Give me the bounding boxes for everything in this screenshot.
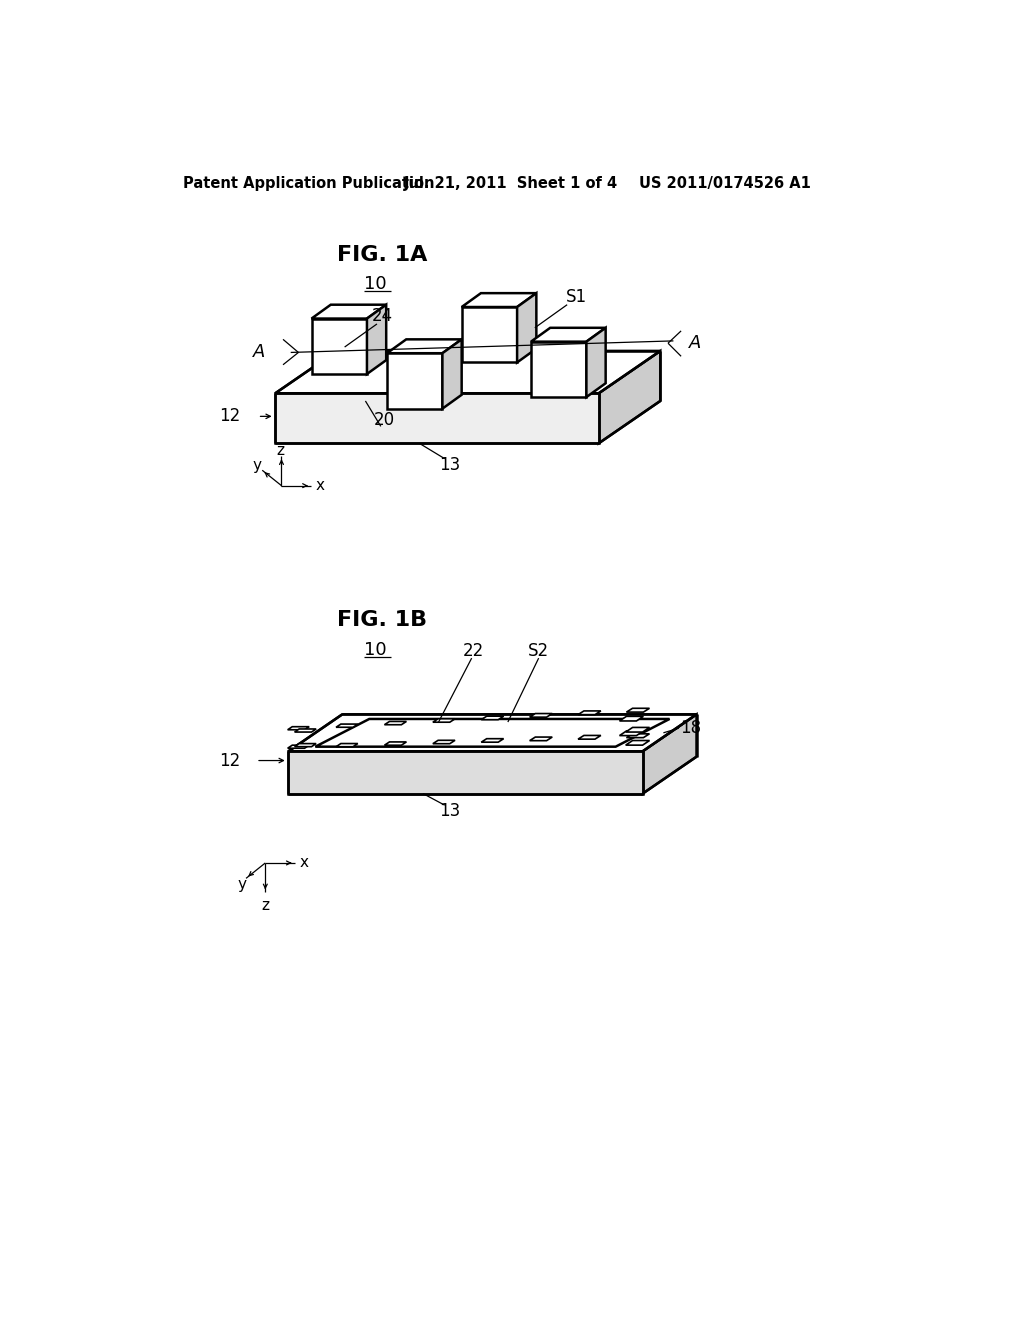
Polygon shape bbox=[387, 354, 442, 409]
Polygon shape bbox=[275, 393, 599, 444]
Polygon shape bbox=[289, 714, 696, 751]
Polygon shape bbox=[336, 725, 357, 727]
Text: 22: 22 bbox=[463, 643, 483, 660]
Text: 10: 10 bbox=[364, 640, 386, 659]
Text: US 2011/0174526 A1: US 2011/0174526 A1 bbox=[639, 177, 811, 191]
Polygon shape bbox=[442, 339, 462, 409]
Polygon shape bbox=[367, 305, 386, 374]
Text: 20: 20 bbox=[374, 412, 395, 429]
Text: z: z bbox=[275, 442, 284, 458]
Polygon shape bbox=[289, 751, 643, 793]
Polygon shape bbox=[311, 318, 367, 374]
Polygon shape bbox=[462, 308, 517, 363]
Text: 13: 13 bbox=[439, 455, 461, 474]
Polygon shape bbox=[587, 327, 605, 397]
Polygon shape bbox=[627, 709, 649, 711]
Polygon shape bbox=[288, 727, 309, 730]
Polygon shape bbox=[481, 739, 504, 742]
Polygon shape bbox=[626, 741, 649, 744]
Polygon shape bbox=[288, 746, 309, 748]
Text: 12: 12 bbox=[219, 408, 240, 425]
Text: FIG. 1A: FIG. 1A bbox=[337, 244, 427, 264]
Polygon shape bbox=[627, 734, 649, 738]
Polygon shape bbox=[433, 741, 455, 743]
Text: A: A bbox=[689, 334, 701, 352]
Polygon shape bbox=[626, 727, 649, 733]
Text: x: x bbox=[315, 478, 325, 494]
Polygon shape bbox=[481, 717, 504, 719]
Polygon shape bbox=[578, 735, 601, 739]
Text: z: z bbox=[261, 899, 269, 913]
Polygon shape bbox=[295, 729, 316, 733]
Polygon shape bbox=[620, 731, 643, 735]
Text: 10: 10 bbox=[364, 275, 386, 293]
Polygon shape bbox=[643, 714, 696, 793]
Text: 13: 13 bbox=[439, 801, 461, 820]
Text: y: y bbox=[238, 876, 247, 892]
Text: S1: S1 bbox=[565, 288, 587, 306]
Polygon shape bbox=[433, 719, 455, 722]
Polygon shape bbox=[336, 743, 357, 747]
Text: x: x bbox=[299, 855, 308, 870]
Polygon shape bbox=[295, 743, 316, 747]
Polygon shape bbox=[462, 293, 537, 308]
Polygon shape bbox=[315, 719, 670, 747]
Text: Patent Application Publication: Patent Application Publication bbox=[183, 177, 434, 191]
Polygon shape bbox=[529, 714, 552, 717]
Polygon shape bbox=[599, 351, 660, 444]
Polygon shape bbox=[529, 737, 552, 741]
Text: 24: 24 bbox=[372, 308, 393, 325]
Text: y: y bbox=[252, 458, 261, 473]
Polygon shape bbox=[578, 711, 601, 714]
Polygon shape bbox=[311, 305, 386, 318]
Polygon shape bbox=[384, 722, 407, 725]
Polygon shape bbox=[275, 351, 660, 393]
Text: A: A bbox=[253, 343, 265, 362]
Polygon shape bbox=[531, 327, 605, 342]
Text: 12: 12 bbox=[219, 751, 240, 770]
Polygon shape bbox=[384, 742, 407, 746]
Polygon shape bbox=[620, 717, 643, 721]
Polygon shape bbox=[531, 342, 587, 397]
Polygon shape bbox=[387, 339, 462, 354]
Polygon shape bbox=[517, 293, 537, 363]
Text: 18: 18 bbox=[680, 719, 701, 737]
Text: S2: S2 bbox=[528, 643, 549, 660]
Text: Jul. 21, 2011  Sheet 1 of 4: Jul. 21, 2011 Sheet 1 of 4 bbox=[403, 177, 618, 191]
Text: FIG. 1B: FIG. 1B bbox=[337, 610, 427, 631]
